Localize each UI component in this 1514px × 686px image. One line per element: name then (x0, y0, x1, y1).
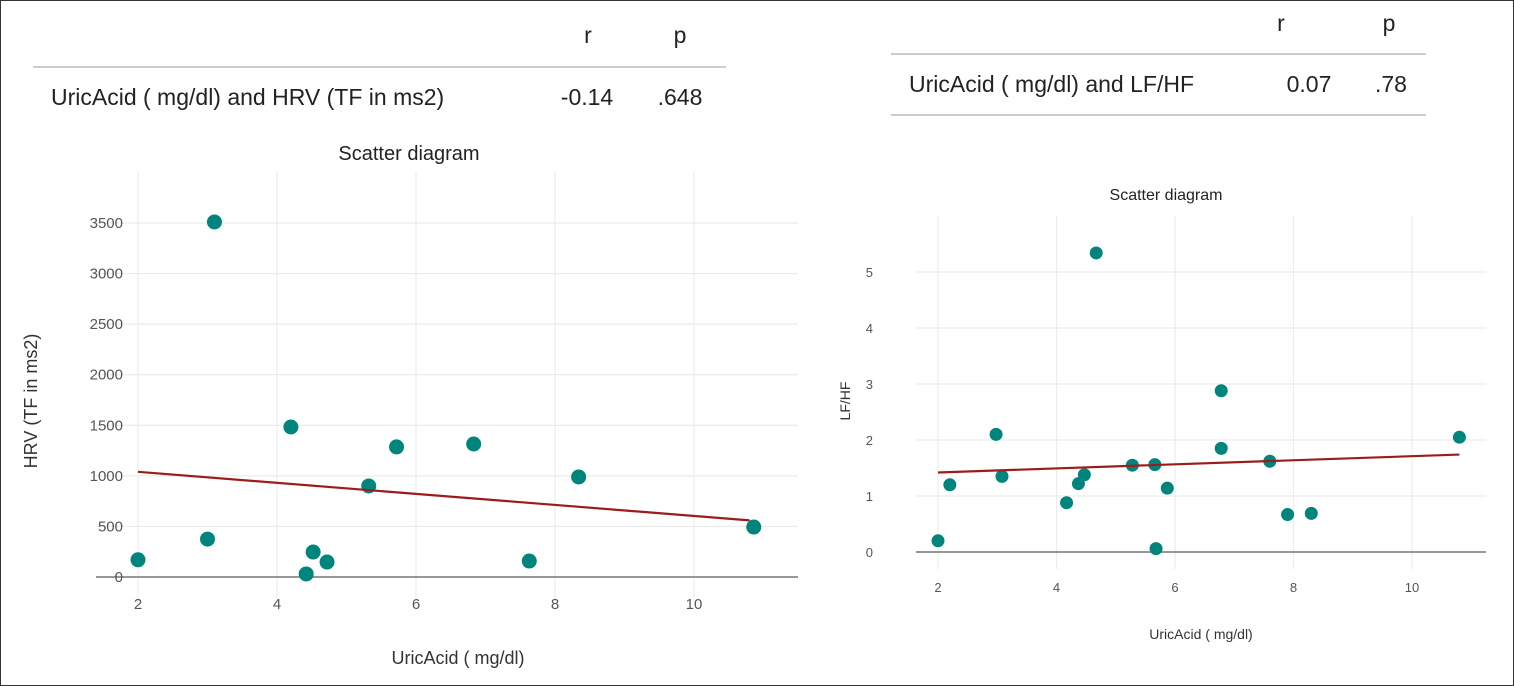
left-data-point (389, 439, 405, 455)
left-y-tick-label: 500 (98, 518, 123, 535)
right-r-value: 0.07 (1287, 71, 1332, 97)
right-y-tick-label: 3 (866, 377, 873, 392)
right-data-point (1304, 506, 1318, 520)
right-p-value: .78 (1375, 71, 1407, 97)
right-y-tick-label: 0 (866, 545, 873, 560)
right-data-point (1149, 542, 1163, 556)
left-y-tick-label: 1500 (90, 417, 123, 434)
right-y-tick-label: 2 (866, 433, 873, 448)
right-data-point (1089, 246, 1103, 260)
left-data-point (746, 519, 762, 535)
right-data-point (943, 478, 957, 492)
right-plot: 2 4 6 8 10 0 1 2 3 4 5 (866, 216, 1486, 595)
right-correlation-table: r p UricAcid ( mg/dl) and LF/HF 0.07 .78 (891, 10, 1426, 116)
right-data-point (1077, 468, 1091, 482)
right-x-tick-label: 10 (1405, 580, 1419, 595)
left-row-label: UricAcid ( mg/dl) and HRV (TF in ms2) (51, 84, 444, 110)
left-y-tick-label: 0 (115, 569, 123, 586)
right-row-label: UricAcid ( mg/dl) and LF/HF (909, 71, 1194, 97)
right-x-tick-label: 8 (1290, 580, 1297, 595)
left-y-tick-label: 2000 (90, 367, 123, 384)
left-y-tick-label: 3000 (90, 266, 123, 283)
left-header-p: p (674, 22, 687, 48)
left-data-point (298, 566, 314, 582)
right-header-r: r (1277, 10, 1285, 36)
left-header-r: r (584, 22, 592, 48)
right-data-point (1452, 430, 1466, 444)
left-y-tick-label: 1000 (90, 468, 123, 485)
right-y-axis-label: LF/HF (837, 382, 853, 421)
left-x-tick-label: 4 (273, 596, 281, 613)
left-data-point (130, 552, 146, 568)
right-x-tick-label: 6 (1171, 580, 1178, 595)
left-x-tick-label: 2 (134, 596, 142, 613)
right-trend-line (937, 453, 1460, 474)
left-data-point (466, 436, 482, 452)
left-y-tick-label: 2500 (90, 316, 123, 333)
right-chart-title: Scatter diagram (1110, 187, 1223, 204)
left-correlation-table: r p UricAcid ( mg/dl) and HRV (TF in ms2… (33, 22, 726, 110)
right-data-point (931, 534, 945, 548)
left-chart-title: Scatter diagram (338, 143, 479, 165)
left-r-value: -0.14 (561, 84, 614, 110)
right-data-point (1214, 384, 1228, 398)
right-data-point (995, 469, 1009, 483)
left-y-tick-label: 3500 (90, 215, 123, 232)
right-data-point (989, 427, 1003, 441)
left-y-axis-label: HRV (TF in ms2) (21, 334, 41, 469)
left-x-axis-label: UricAcid ( mg/dl) (391, 648, 524, 668)
left-p-value: .648 (658, 84, 703, 110)
right-x-axis-label: UricAcid ( mg/dl) (1149, 626, 1252, 642)
left-data-point (200, 531, 215, 547)
right-x-tick-label: 4 (1053, 580, 1060, 595)
right-y-tick-label: 1 (866, 489, 873, 504)
right-header-p: p (1383, 10, 1396, 36)
left-data-point (571, 469, 587, 485)
left-x-tick-label: 8 (551, 596, 559, 613)
left-data-point (319, 554, 335, 570)
left-trend-line (137, 470, 750, 522)
right-y-tick-label: 4 (866, 321, 873, 336)
right-data-point (1060, 496, 1074, 510)
right-data-point (1281, 507, 1295, 521)
left-data-point (283, 419, 299, 435)
left-data-point (305, 544, 321, 560)
left-data-point (521, 553, 537, 569)
left-plot: 2 4 6 8 10 0 500 1000 1500 2000 2500 3000 3500 (90, 171, 798, 613)
right-data-point (1214, 441, 1228, 455)
right-y-tick-label: 5 (866, 265, 873, 280)
right-x-tick-label: 2 (934, 580, 941, 595)
left-x-tick-label: 6 (412, 596, 420, 613)
right-data-point (1160, 481, 1174, 495)
left-data-point (206, 214, 222, 230)
left-x-tick-label: 10 (686, 596, 703, 613)
